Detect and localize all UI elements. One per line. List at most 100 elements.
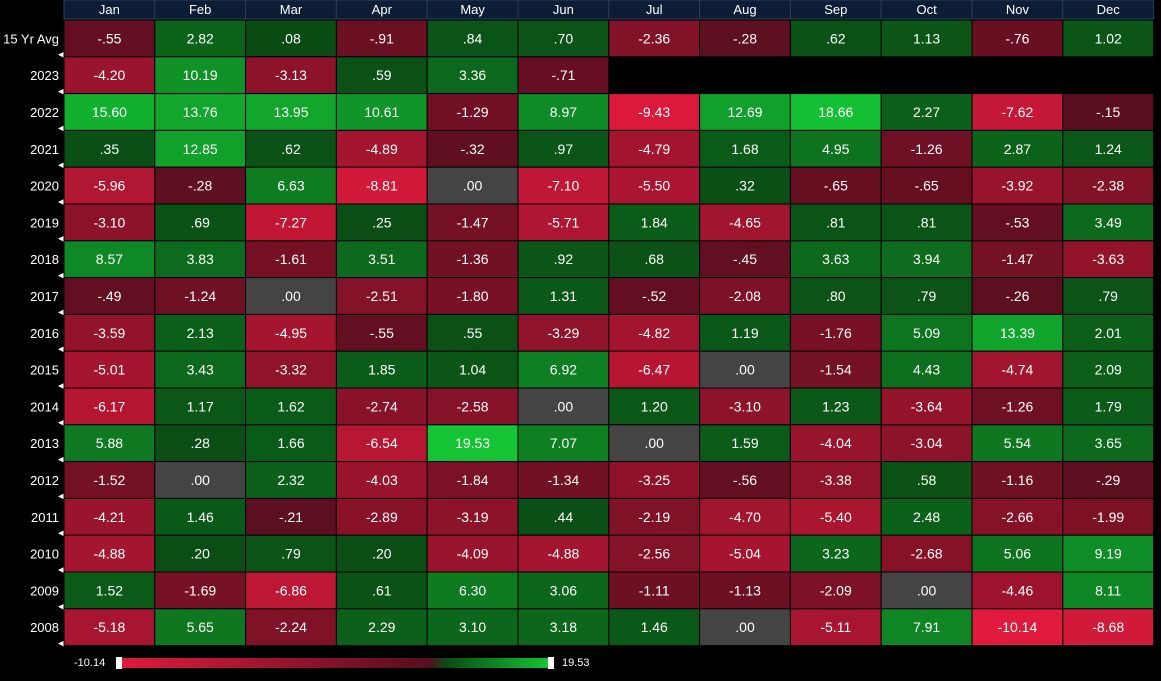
- heatmap-cell[interactable]: [1062, 608, 1155, 647]
- row-label-2018[interactable]: 2018: [30, 252, 59, 267]
- row-label-2020[interactable]: 2020: [30, 179, 59, 194]
- heatmap-cell[interactable]: [971, 93, 1064, 131]
- row-label-2012[interactable]: 2012: [30, 473, 59, 488]
- heatmap-cell[interactable]: [63, 461, 156, 499]
- heatmap-cell[interactable]: [426, 387, 519, 426]
- heatmap-cell[interactable]: [245, 534, 337, 573]
- column-header-dec[interactable]: [1062, 0, 1155, 20]
- row-label-2011[interactable]: 2011: [31, 510, 59, 525]
- heatmap-cell[interactable]: [880, 350, 973, 389]
- heatmap-cell[interactable]: [245, 166, 337, 205]
- heatmap-cell[interactable]: [335, 203, 428, 242]
- heatmap-cell[interactable]: [608, 387, 701, 426]
- row-label-2014[interactable]: 2014: [30, 399, 59, 414]
- heatmap-cell[interactable]: [154, 571, 247, 610]
- legend-max-handle[interactable]: [548, 657, 554, 669]
- heatmap-cell[interactable]: [63, 608, 156, 647]
- heatmap-cell[interactable]: [971, 461, 1064, 499]
- heatmap-cell[interactable]: [971, 19, 1064, 58]
- heatmap-cell[interactable]: [426, 350, 519, 389]
- heatmap-cell[interactable]: [1062, 277, 1155, 315]
- heatmap-cell[interactable]: [1062, 461, 1155, 499]
- heatmap-cell[interactable]: [1062, 534, 1155, 573]
- row-label-2021[interactable]: 2021: [30, 142, 59, 157]
- heatmap-cell[interactable]: [789, 277, 882, 315]
- heatmap-cell[interactable]: [699, 93, 791, 131]
- heatmap-cell[interactable]: [63, 19, 156, 58]
- row-label-2008[interactable]: 2008: [30, 620, 59, 635]
- heatmap-cell[interactable]: [1062, 571, 1155, 610]
- heatmap-cell[interactable]: [880, 608, 973, 647]
- heatmap-cell[interactable]: [880, 534, 973, 573]
- heatmap-cell[interactable]: [971, 387, 1064, 426]
- heatmap-cell[interactable]: [426, 608, 519, 647]
- heatmap-cell[interactable]: [1062, 129, 1155, 168]
- heatmap-cell[interactable]: [699, 461, 791, 499]
- heatmap-cell[interactable]: [517, 93, 610, 131]
- heatmap-cell[interactable]: [335, 350, 428, 389]
- heatmap-cell[interactable]: [517, 129, 610, 168]
- heatmap-cell[interactable]: [789, 461, 882, 499]
- heatmap-cell[interactable]: [608, 240, 701, 279]
- heatmap-cell[interactable]: [880, 461, 973, 499]
- heatmap-cell[interactable]: [154, 350, 247, 389]
- heatmap-cell[interactable]: [880, 277, 973, 315]
- heatmap-cell[interactable]: [1062, 203, 1155, 242]
- heatmap-cell[interactable]: [63, 571, 156, 610]
- heatmap-cell[interactable]: [517, 203, 610, 242]
- heatmap-cell[interactable]: [426, 166, 519, 205]
- heatmap-cell[interactable]: [880, 387, 973, 426]
- heatmap-cell[interactable]: [63, 166, 156, 205]
- heatmap-cell[interactable]: [608, 350, 701, 389]
- heatmap-cell[interactable]: [245, 461, 337, 499]
- heatmap-cell[interactable]: [699, 534, 791, 573]
- legend-min-handle[interactable]: [116, 657, 122, 669]
- heatmap-cell[interactable]: [63, 387, 156, 426]
- heatmap-cell[interactable]: [63, 497, 156, 536]
- heatmap-cell[interactable]: [335, 19, 428, 58]
- heatmap-cell[interactable]: [426, 56, 519, 95]
- heatmap-cell[interactable]: [245, 240, 337, 279]
- heatmap-cell[interactable]: [880, 166, 973, 205]
- heatmap-cell[interactable]: [517, 19, 610, 58]
- heatmap-cell[interactable]: [1062, 166, 1155, 205]
- heatmap-cell[interactable]: [608, 461, 701, 499]
- heatmap-cell[interactable]: [335, 461, 428, 499]
- heatmap-cell[interactable]: [608, 129, 701, 168]
- row-label-2022[interactable]: 2022: [30, 105, 59, 120]
- heatmap-cell[interactable]: [335, 240, 428, 279]
- row-label-2017[interactable]: 2017: [30, 289, 59, 304]
- heatmap-cell[interactable]: [608, 571, 701, 610]
- heatmap-cell[interactable]: [426, 534, 519, 573]
- heatmap-cell[interactable]: [608, 424, 701, 463]
- heatmap-cell[interactable]: [154, 608, 247, 647]
- heatmap-cell[interactable]: [335, 387, 428, 426]
- heatmap-cell[interactable]: [63, 313, 156, 352]
- heatmap-cell[interactable]: [426, 571, 519, 610]
- heatmap-cell[interactable]: [517, 424, 610, 463]
- heatmap-cell[interactable]: [971, 313, 1064, 352]
- heatmap-cell[interactable]: [608, 166, 701, 205]
- row-label-2023[interactable]: 2023: [30, 68, 59, 83]
- heatmap-cell[interactable]: [245, 93, 337, 131]
- heatmap-cell[interactable]: [1062, 240, 1155, 279]
- heatmap-cell[interactable]: [699, 387, 791, 426]
- heatmap-cell[interactable]: [426, 424, 519, 463]
- heatmap-cell[interactable]: [517, 56, 610, 95]
- heatmap-cell[interactable]: [971, 424, 1064, 463]
- heatmap-cell[interactable]: [971, 203, 1064, 242]
- heatmap-cell[interactable]: [608, 608, 701, 647]
- heatmap-cell[interactable]: [63, 424, 156, 463]
- heatmap-cell[interactable]: [517, 166, 610, 205]
- heatmap-cell[interactable]: [154, 93, 247, 131]
- heatmap-cell[interactable]: [426, 129, 519, 168]
- heatmap-cell[interactable]: [154, 203, 247, 242]
- heatmap-cell[interactable]: [63, 203, 156, 242]
- heatmap-cell[interactable]: [971, 534, 1064, 573]
- heatmap-cell[interactable]: [608, 93, 701, 131]
- heatmap-cell[interactable]: [245, 424, 337, 463]
- heatmap-cell[interactable]: [154, 166, 247, 205]
- heatmap-cell[interactable]: [245, 203, 337, 242]
- heatmap-cell[interactable]: [880, 497, 973, 536]
- heatmap-cell[interactable]: [426, 461, 519, 499]
